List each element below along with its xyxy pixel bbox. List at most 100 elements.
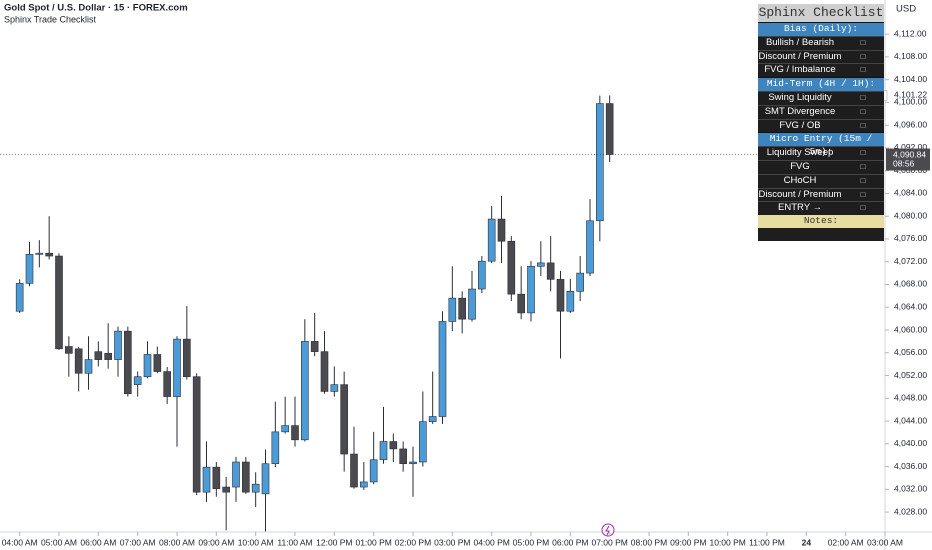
candle-body (448, 297, 457, 322)
x-tick-label: 09:00 AM (198, 537, 234, 547)
item-checkbox[interactable]: □ (860, 37, 866, 47)
candle-body (261, 463, 270, 495)
item-checkbox[interactable]: □ (860, 203, 866, 213)
candle-body (55, 255, 63, 350)
y-tick-label: 4,048.00 (894, 393, 927, 403)
candle-body (320, 351, 329, 392)
checklist-row: FVG / Imbalance □ (758, 63, 884, 77)
candle-body (301, 341, 309, 441)
item-checkbox[interactable]: □ (860, 92, 866, 102)
item-checkbox[interactable]: □ (860, 65, 866, 75)
candle-body (468, 288, 476, 320)
event-icon-bolt (605, 525, 610, 536)
item-label: Discount / Premium (758, 50, 842, 62)
x-tick-label: 03:00 AM (867, 537, 903, 547)
y-tick-label: 4,104.00 (894, 74, 927, 84)
candle-body (399, 448, 407, 465)
candle-body (517, 293, 525, 314)
candle-body (25, 254, 34, 284)
candle-body (409, 461, 417, 465)
candle-body (65, 346, 73, 354)
candle-body (173, 338, 181, 397)
x-tick-label: 11:00 PM (749, 537, 785, 547)
y-tick-label: 4,068.00 (894, 279, 927, 289)
candle-body (507, 240, 516, 295)
checklist-row: Discount / Premium □ (758, 187, 884, 202)
candle-body (124, 330, 132, 395)
current-price-label: 4,090.84 (893, 149, 926, 159)
x-tick-label: 04:00 PM (473, 537, 509, 547)
candle-body (537, 262, 545, 267)
candle-body (114, 330, 122, 360)
candle-body (360, 481, 368, 488)
x-tick-label: 08:00 PM (631, 537, 667, 547)
candle-body (389, 441, 398, 450)
y-tick-label: 4,052.00 (894, 370, 927, 380)
notes-heading: Notes: (758, 215, 884, 228)
candle-body (183, 338, 191, 377)
candle-body (271, 431, 280, 465)
candle-body (566, 291, 575, 312)
candle-body (15, 283, 24, 312)
x-tick-label: 05:00 AM (41, 537, 77, 547)
x-tick-label: 06:00 AM (80, 537, 116, 547)
item-label: FVG / OB (779, 119, 821, 131)
x-tick-label: 06:00 PM (552, 537, 588, 547)
candle-body (192, 376, 201, 493)
high-price-label: 4,101.22 (894, 90, 927, 100)
item-checkbox[interactable]: □ (860, 161, 866, 171)
candle-body (428, 416, 437, 422)
y-tick-label: 4,108.00 (894, 51, 927, 61)
candle-body (379, 441, 388, 461)
item-label: SMT Divergence (764, 105, 836, 117)
x-tick-label: 02:00 AM (828, 537, 864, 547)
notes-area (758, 227, 884, 241)
x-tick-label: 09:00 PM (670, 537, 706, 547)
candle-body (202, 466, 211, 493)
candle-body (133, 376, 142, 385)
item-checkbox[interactable]: □ (860, 148, 866, 158)
candle-body (556, 279, 565, 312)
candle-body (596, 103, 604, 222)
current-price-box (886, 148, 930, 171)
candle-body (576, 272, 584, 292)
candle-body (605, 103, 614, 155)
item-label: Bullish / Bearish (765, 36, 835, 48)
y-tick-label: 4,060.00 (894, 324, 927, 334)
candle-body (546, 262, 555, 280)
candle-body (222, 486, 230, 493)
candle-body (143, 354, 152, 377)
candle-body (74, 348, 83, 374)
y-tick-label: 4,092.00 (894, 142, 927, 152)
candle-body (251, 483, 260, 493)
candle-body (438, 321, 447, 417)
checklist-row: Swing Liquidity □ (758, 90, 884, 105)
chart-title: Gold Spot / U.S. Dollar · 15 · FOREX.com (4, 3, 188, 14)
item-checkbox[interactable]: □ (860, 106, 866, 116)
y-tick-label: 4,040.00 (894, 438, 927, 448)
checklist-title: Sphinx Checklist (758, 4, 884, 22)
x-tick-label: 03:00 PM (434, 537, 470, 547)
y-tick-label: 4,072.00 (894, 256, 927, 266)
item-checkbox[interactable]: □ (860, 189, 866, 199)
y-tick-label: 4,036.00 (894, 461, 927, 471)
candle-body (350, 453, 358, 488)
item-label: CHoCH (783, 174, 817, 186)
y-tick-label: 4,056.00 (894, 347, 927, 357)
item-checkbox[interactable]: □ (860, 51, 866, 61)
y-tick-label: 4,084.00 (894, 188, 927, 198)
x-tick-label: 08:00 AM (159, 537, 195, 547)
checklist-row: FVG □ (758, 159, 884, 174)
checklist-row: Liquidity Sweep □ (758, 146, 884, 160)
checklist-row: Bullish / Bearish □ (758, 35, 884, 50)
y-tick-label: 4,044.00 (894, 415, 927, 425)
item-checkbox[interactable]: □ (860, 175, 866, 185)
section-heading: Micro Entry (15m / 5m): (758, 132, 884, 157)
checklist-row: ENTRY → □ (758, 201, 884, 215)
x-tick-label: 01:00 PM (355, 537, 391, 547)
event-icon[interactable] (601, 523, 615, 537)
section-heading: Mid-Term (4H / 1H): (758, 77, 884, 91)
item-checkbox[interactable]: □ (860, 120, 866, 130)
candle-body (94, 351, 103, 360)
